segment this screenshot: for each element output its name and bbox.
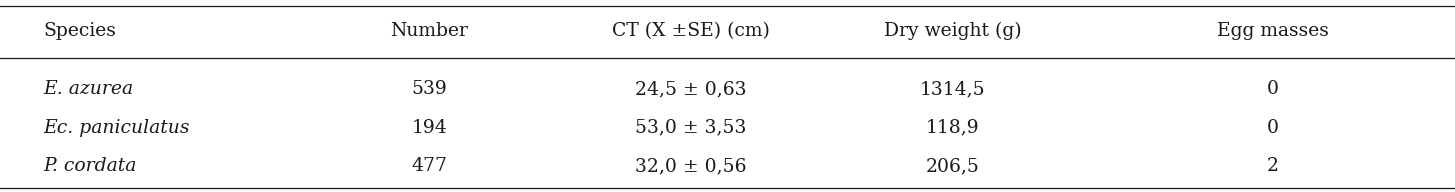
Text: 2: 2 (1267, 157, 1279, 175)
Text: Egg masses: Egg masses (1218, 22, 1328, 40)
Text: 32,0 ± 0,56: 32,0 ± 0,56 (636, 157, 746, 175)
Text: 118,9: 118,9 (927, 119, 979, 137)
Text: Number: Number (390, 22, 469, 40)
Text: 0: 0 (1267, 119, 1279, 137)
Text: 539: 539 (412, 80, 447, 98)
Text: Ec. paniculatus: Ec. paniculatus (44, 119, 191, 137)
Text: Dry weight (g): Dry weight (g) (885, 22, 1021, 40)
Text: 206,5: 206,5 (925, 157, 981, 175)
Text: 0: 0 (1267, 80, 1279, 98)
Text: 194: 194 (412, 119, 447, 137)
Text: 24,5 ± 0,63: 24,5 ± 0,63 (636, 80, 746, 98)
Text: 1314,5: 1314,5 (920, 80, 986, 98)
Text: P. cordata: P. cordata (44, 157, 137, 175)
Text: CT (X ±SE) (cm): CT (X ±SE) (cm) (613, 22, 770, 40)
Text: 477: 477 (412, 157, 447, 175)
Text: 53,0 ± 3,53: 53,0 ± 3,53 (636, 119, 746, 137)
Text: Species: Species (44, 22, 116, 40)
Text: E. azurea: E. azurea (44, 80, 134, 98)
